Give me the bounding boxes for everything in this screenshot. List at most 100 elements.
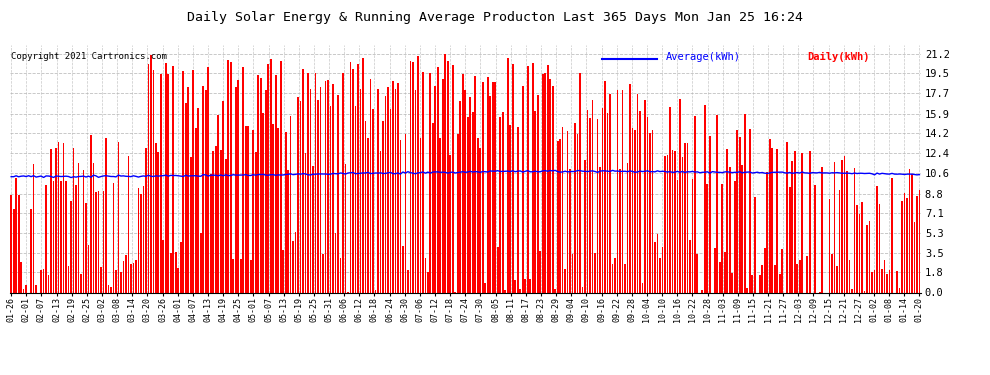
Bar	[497, 247, 499, 292]
Bar	[789, 187, 791, 292]
Bar	[13, 209, 15, 292]
Bar	[871, 272, 873, 292]
Bar	[592, 100, 593, 292]
Bar	[340, 258, 342, 292]
Bar	[205, 90, 207, 292]
Bar	[105, 138, 107, 292]
Bar	[873, 270, 875, 292]
Bar	[520, 289, 521, 292]
Bar	[405, 134, 406, 292]
Bar	[635, 130, 636, 292]
Bar	[666, 155, 668, 292]
Bar	[397, 83, 399, 292]
Bar	[218, 115, 219, 292]
Bar	[746, 288, 748, 292]
Bar	[669, 107, 671, 292]
Bar	[427, 272, 429, 292]
Bar	[145, 148, 147, 292]
Bar	[48, 275, 50, 292]
Bar	[549, 79, 551, 292]
Bar	[82, 170, 84, 292]
Bar	[165, 63, 166, 292]
Bar	[317, 100, 319, 292]
Bar	[315, 73, 317, 292]
Bar	[120, 272, 122, 292]
Bar	[640, 111, 641, 292]
Bar	[627, 163, 629, 292]
Bar	[564, 269, 566, 292]
Bar	[502, 112, 504, 292]
Bar	[766, 171, 768, 292]
Bar	[345, 164, 346, 292]
Bar	[31, 209, 32, 292]
Bar	[440, 138, 442, 292]
Bar	[709, 136, 711, 292]
Bar	[889, 270, 890, 292]
Bar	[671, 150, 673, 292]
Bar	[540, 251, 541, 292]
Bar	[632, 128, 634, 292]
Bar	[110, 287, 112, 292]
Bar	[46, 185, 47, 292]
Bar	[243, 67, 245, 292]
Bar	[704, 105, 706, 292]
Bar	[372, 110, 374, 292]
Bar	[806, 256, 808, 292]
Bar	[754, 197, 755, 292]
Bar	[430, 73, 432, 292]
Bar	[407, 270, 409, 292]
Bar	[642, 283, 644, 292]
Bar	[422, 72, 424, 292]
Bar	[719, 262, 721, 292]
Bar	[689, 240, 691, 292]
Bar	[180, 242, 182, 292]
Bar	[267, 64, 269, 292]
Bar	[702, 290, 703, 292]
Bar	[492, 81, 494, 292]
Bar	[252, 130, 254, 292]
Bar	[325, 81, 327, 292]
Bar	[599, 167, 601, 292]
Bar	[200, 233, 202, 292]
Bar	[382, 122, 384, 292]
Bar	[676, 180, 678, 292]
Bar	[617, 90, 619, 292]
Bar	[853, 168, 855, 292]
Bar	[420, 138, 422, 292]
Bar	[597, 118, 598, 292]
Bar	[248, 126, 249, 292]
Bar	[20, 262, 22, 292]
Bar	[182, 71, 184, 292]
Bar	[846, 171, 848, 292]
Bar	[522, 86, 524, 292]
Bar	[881, 269, 883, 292]
Bar	[714, 248, 716, 292]
Bar	[162, 240, 164, 292]
Bar	[717, 115, 718, 292]
Bar	[572, 254, 573, 292]
Bar	[133, 263, 135, 292]
Bar	[584, 160, 586, 292]
Bar	[352, 69, 353, 292]
Bar	[282, 250, 284, 292]
Bar	[686, 143, 688, 292]
Bar	[679, 99, 681, 292]
Bar	[622, 90, 624, 292]
Bar	[732, 273, 734, 292]
Bar	[781, 249, 783, 292]
Bar	[577, 134, 578, 292]
Bar	[220, 150, 222, 292]
Bar	[774, 266, 775, 292]
Bar	[527, 66, 529, 292]
Bar	[23, 289, 25, 292]
Bar	[569, 169, 571, 292]
Bar	[906, 198, 908, 292]
Bar	[77, 163, 79, 292]
Bar	[467, 117, 468, 292]
Bar	[707, 184, 708, 292]
Bar	[886, 274, 888, 292]
Bar	[794, 151, 796, 292]
Bar	[786, 142, 788, 292]
Bar	[644, 100, 645, 292]
Bar	[459, 100, 461, 292]
